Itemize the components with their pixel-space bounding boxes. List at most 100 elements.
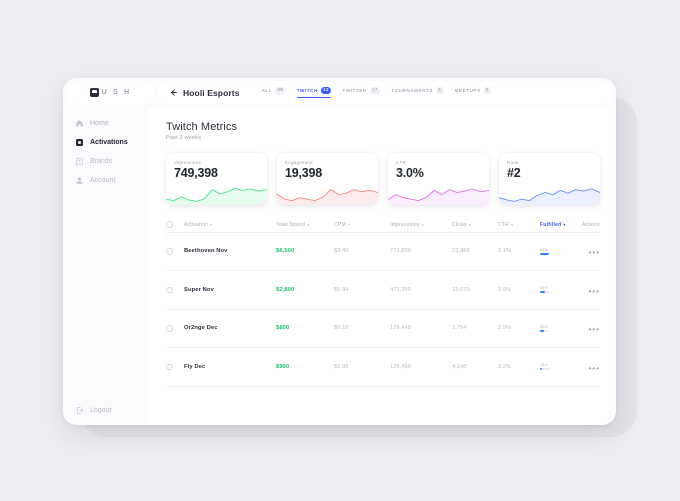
row-select-cell[interactable] xyxy=(166,286,184,293)
column-header-total-spend[interactable]: Total Spend ▾ xyxy=(276,222,334,228)
row-checkbox[interactable] xyxy=(166,325,173,332)
app-window: U S H Hooli Esports ALL 68 TWI xyxy=(63,78,616,425)
metric-value: #2 xyxy=(507,165,521,180)
activations-icon xyxy=(76,139,83,146)
table-row[interactable]: Or2nge Dec $800 $6.18 129,449 3,754 2.9%… xyxy=(166,310,600,348)
cell-activation: Fly Dec xyxy=(184,363,206,370)
metric-card-rank[interactable]: Rank #2 xyxy=(499,152,600,205)
tab-all[interactable]: ALL 68 xyxy=(261,86,286,98)
cell-impressions: 129,496 xyxy=(390,363,411,370)
cell-ctr: 2.9% xyxy=(498,286,512,293)
logout-icon xyxy=(76,407,84,414)
top-bar: U S H Hooli Esports ALL 68 TWI xyxy=(63,78,616,107)
cell-activation: Or2nge Dec xyxy=(184,325,218,332)
tab-twitter[interactable]: TWITTER 17 xyxy=(342,86,381,98)
cell-ctr: 3.2% xyxy=(498,363,512,370)
metric-label: Engagement xyxy=(285,159,313,165)
column-header-ctr[interactable]: CTR ▾ xyxy=(498,222,540,228)
activations-table: Activation ▾ Total Spend ▾ CPM ▾ Impression… xyxy=(166,218,600,426)
row-actions-menu-icon[interactable]: ••• xyxy=(588,248,600,258)
fulfilled-percent-label: 54% xyxy=(540,286,549,291)
cell-impressions: 773,809 xyxy=(390,248,411,255)
tab-twitch[interactable]: TWITCH 12 xyxy=(296,86,332,99)
sidebar-item-label: Brands xyxy=(90,158,113,165)
home-icon xyxy=(76,120,83,127)
cell-impressions: 129,449 xyxy=(390,325,411,332)
cell-activation: Super Nov xyxy=(184,286,214,293)
row-checkbox[interactable] xyxy=(166,248,173,255)
metric-label: CTR xyxy=(396,159,406,165)
cell-actions[interactable]: ••• xyxy=(560,358,600,376)
progress-fill xyxy=(540,329,544,332)
top-bar-content: Hooli Esports ALL 68 TWITCH 12 TWITTER 1… xyxy=(159,81,611,104)
sidebar-item-label: Account xyxy=(90,177,116,184)
metric-value: 3.0% xyxy=(396,165,424,180)
main-content: Twitch Metrics Past 2 weeks Impressions … xyxy=(148,107,616,425)
cell-actions[interactable]: ••• xyxy=(560,242,600,260)
cell-fulfilled: 18% xyxy=(540,363,560,371)
tab-tournaments[interactable]: TOURNAMENTS 6 xyxy=(391,86,444,98)
cell-cpm: $6.18 xyxy=(334,325,349,332)
column-header-activation[interactable]: Activation ▾ xyxy=(184,222,276,228)
section-heading: Twitch Metrics Past 2 weeks xyxy=(166,121,600,141)
back-navigation[interactable]: Hooli Esports xyxy=(169,88,240,98)
brand-logo[interactable]: U S H xyxy=(68,81,153,104)
tab-count-badge: 17 xyxy=(369,86,381,95)
row-select-cell[interactable] xyxy=(166,248,184,255)
cell-impressions: 471,380 xyxy=(390,286,411,293)
sidebar-item-account[interactable]: Account xyxy=(75,176,148,185)
cell-total-spend: $900 xyxy=(276,363,290,370)
metric-value: 19,398 xyxy=(285,165,323,180)
ctr-sparkline xyxy=(388,183,489,205)
row-select-cell[interactable] xyxy=(166,363,184,370)
page-title: Hooli Esports xyxy=(183,87,240,98)
cell-actions[interactable]: ••• xyxy=(560,281,600,299)
column-header-cpm[interactable]: CPM ▾ xyxy=(334,222,390,228)
back-arrow-icon[interactable] xyxy=(169,88,178,97)
column-header-fulfilled[interactable]: Fulfilled ▾ xyxy=(540,222,565,228)
sidebar-item-logout[interactable]: Logout xyxy=(63,406,148,415)
row-actions-menu-icon[interactable]: ••• xyxy=(588,363,600,373)
metric-card-ctr[interactable]: CTR 3.0% xyxy=(388,152,489,205)
select-all-cell[interactable] xyxy=(166,221,184,228)
progress-track xyxy=(540,329,550,332)
row-checkbox[interactable] xyxy=(166,286,173,293)
cell-cpm: $6.95 xyxy=(334,363,349,370)
app-body: Home Activations xyxy=(63,107,616,425)
select-all-checkbox[interactable] xyxy=(166,221,173,228)
tab-label: TWITTER xyxy=(342,87,367,93)
progress-track xyxy=(540,291,550,294)
column-header-impressions[interactable]: Impressions ▾ xyxy=(390,222,452,228)
cell-fulfilled: 54% xyxy=(540,286,560,294)
row-checkbox[interactable] xyxy=(166,363,173,370)
cell-fulfilled: 38% xyxy=(540,325,560,332)
column-label: CPM xyxy=(334,221,346,228)
fulfilled-progress: 38% xyxy=(540,325,550,332)
tab-count-badge: 6 xyxy=(435,86,444,95)
tab-label: ALL xyxy=(261,87,273,93)
table-row[interactable]: Beethoven Nov $6,500 $8.40 773,809 23,98… xyxy=(166,233,600,271)
table-row[interactable]: Super Nov $2,800 $5.94 471,380 13,670 2.… xyxy=(166,271,600,310)
cell-total-spend: $6,500 xyxy=(276,248,295,255)
metric-card-engagement[interactable]: Engagement 19,398 xyxy=(277,152,378,205)
cell-actions[interactable]: ••• xyxy=(560,319,600,337)
row-actions-menu-icon[interactable]: ••• xyxy=(588,325,600,335)
sidebar-item-home[interactable]: Home xyxy=(75,119,148,128)
cell-fulfilled: 85% xyxy=(540,248,560,255)
tab-label: TWITCH xyxy=(296,87,318,93)
table-row[interactable]: Fly Dec $900 $6.95 129,496 4,143 3.2% 18… xyxy=(166,348,600,387)
sort-caret-icon: ▾ xyxy=(468,221,472,227)
cell-total-spend: $800 xyxy=(276,325,290,332)
column-label: Activation xyxy=(184,221,209,228)
sidebar-item-activations[interactable]: Activations xyxy=(75,138,148,147)
sidebar-item-label: Activations xyxy=(90,139,128,146)
row-select-cell[interactable] xyxy=(166,325,184,332)
progress-track xyxy=(540,252,550,255)
metric-card-impressions[interactable]: Impressions 749,398 xyxy=(166,152,267,205)
column-header-clicks[interactable]: Clicks ▾ xyxy=(452,222,498,228)
sidebar-item-brands[interactable]: Brands xyxy=(75,157,148,166)
tab-meetups[interactable]: MEETUPS 5 xyxy=(455,86,492,98)
metric-label: Rank xyxy=(507,159,519,165)
brands-icon xyxy=(76,157,83,166)
row-actions-menu-icon[interactable]: ••• xyxy=(588,286,600,296)
